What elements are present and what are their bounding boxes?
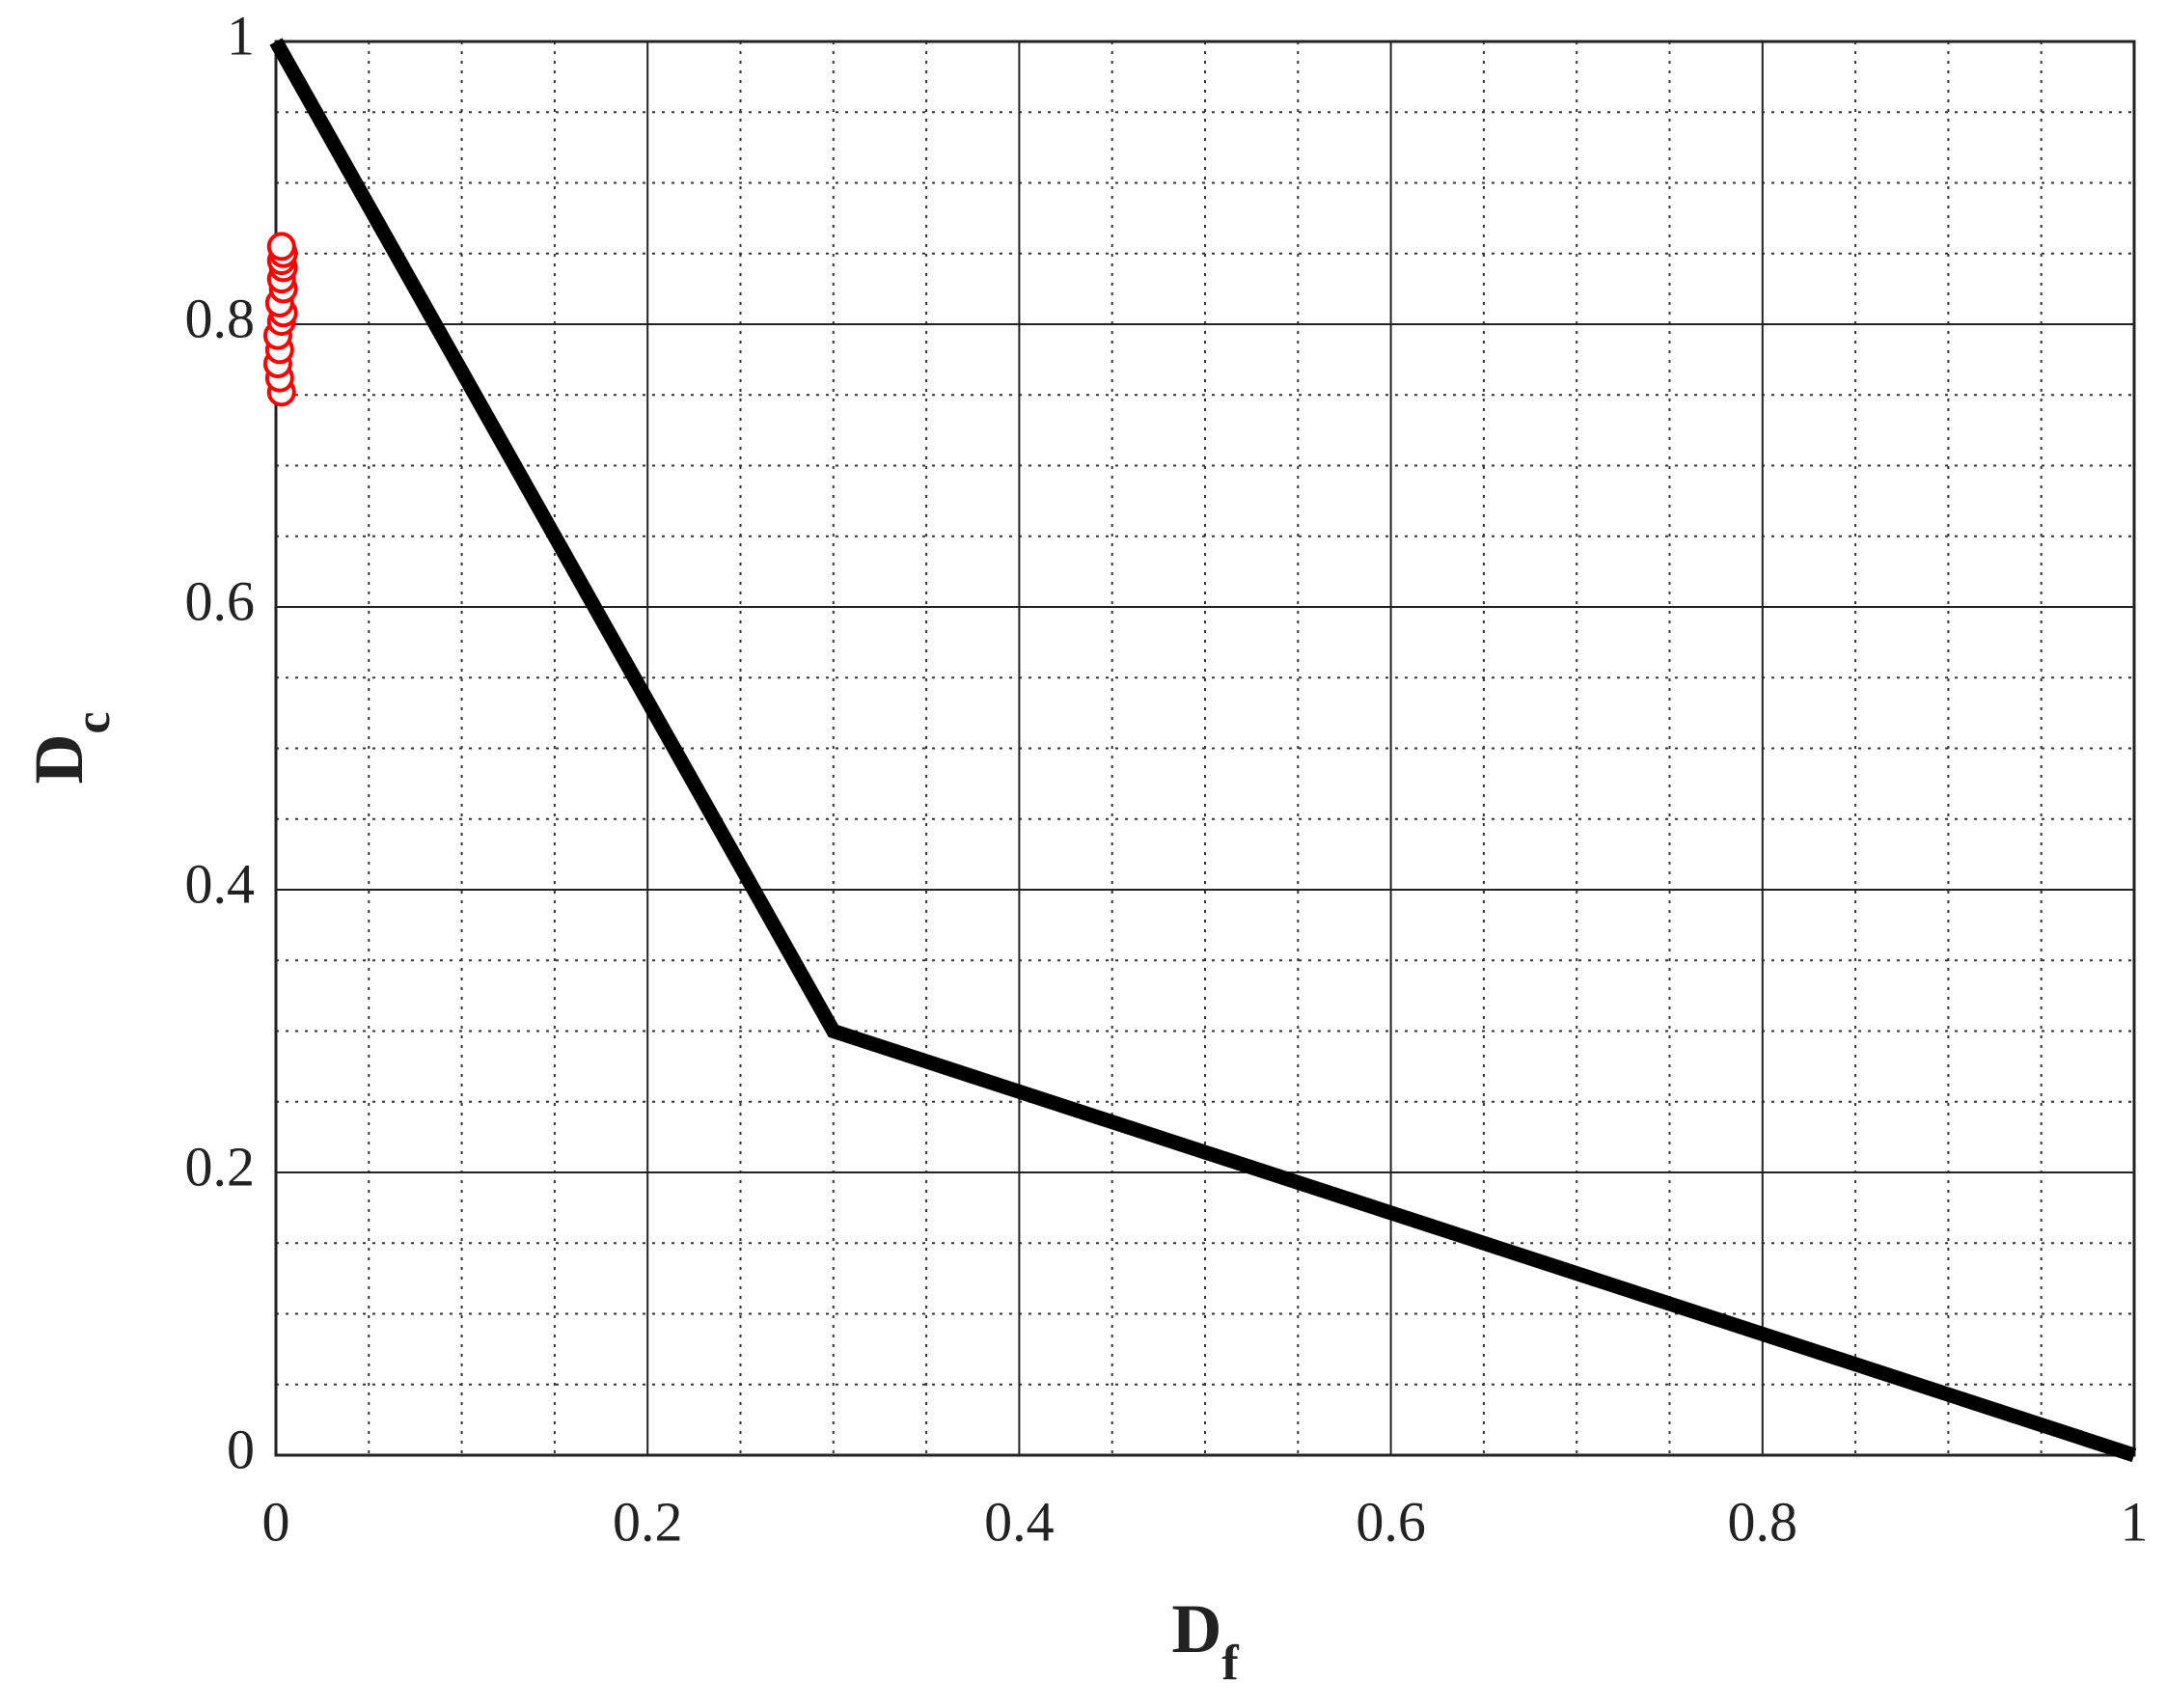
scatter-point: [266, 232, 296, 262]
x-tick-label: 0.4: [984, 1490, 1055, 1553]
x-tick-label: 0.2: [613, 1490, 683, 1553]
y-tick-label: 0.4: [185, 852, 256, 915]
x-axis-label: Df: [1171, 1590, 1239, 1691]
line: [269, 38, 2137, 1463]
plot-frame: [274, 40, 2136, 1457]
y-label-sub: c: [66, 711, 121, 733]
x-tick-label: 0.8: [1728, 1490, 1798, 1553]
y-axis-label: Dc: [20, 711, 121, 784]
y-tick-label: 0.2: [185, 1135, 256, 1198]
x-label-sub: f: [1221, 1636, 1239, 1691]
x-tick-label: 1: [2121, 1490, 2149, 1553]
y-tick-label: 0: [227, 1418, 255, 1480]
y-tick-label: 1: [227, 4, 255, 67]
y-tick-label: 0.8: [185, 287, 256, 349]
x-label-main: D: [1171, 1590, 1221, 1667]
y-tick-label: 0.6: [185, 569, 256, 632]
x-tick-label: 0: [262, 1490, 290, 1553]
x-tick-label: 0.6: [1356, 1490, 1426, 1553]
y-label-main: D: [20, 734, 97, 785]
